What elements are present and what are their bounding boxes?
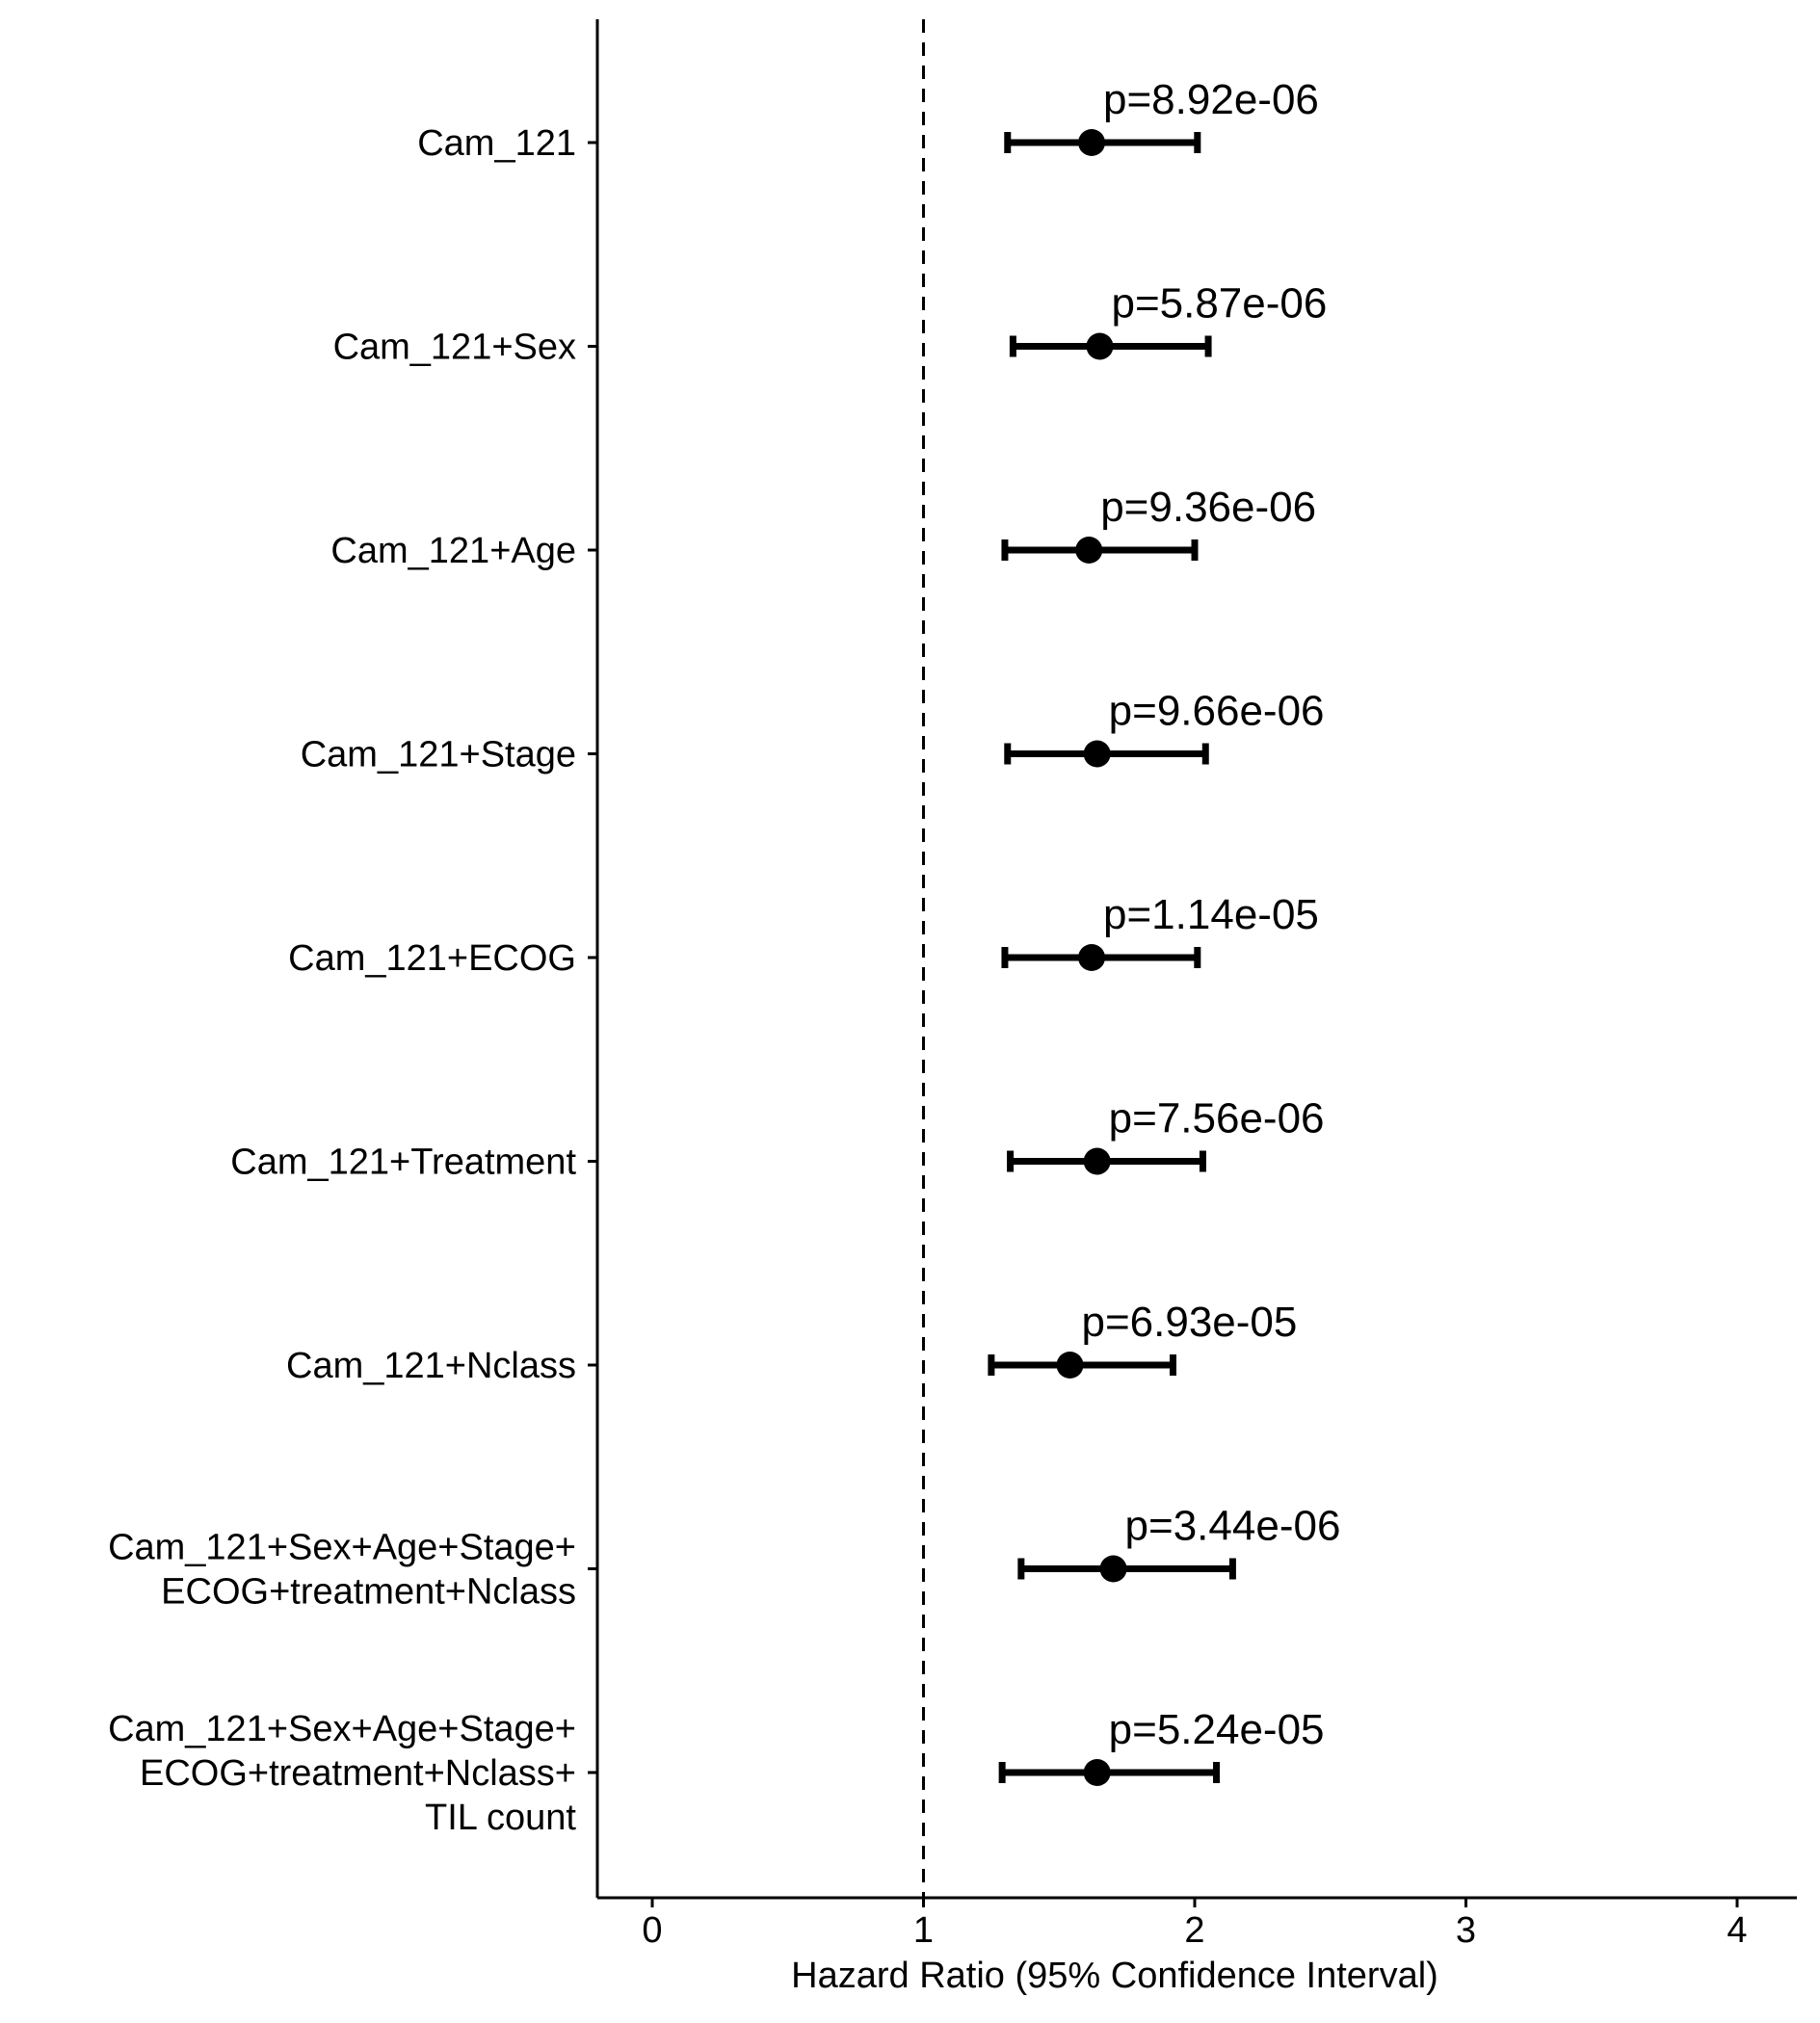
x-axis-title: Hazard Ratio (95% Confidence Interval) [791,1956,1438,1996]
forest-row: Cam_121+Stage p=9.66e-06 [301,688,1325,775]
p-value-label: p=6.93e-05 [1082,1299,1298,1346]
row-label: Cam_121+Age [330,531,576,571]
x-ticks-layer: 0 1 2 3 4 [642,1898,1748,1951]
p-value-label: p=8.92e-06 [1103,76,1319,123]
row-label: Cam_121 [417,123,576,164]
p-value-label: p=9.36e-06 [1100,484,1316,531]
forest-row: Cam_121+Nclass p=6.93e-05 [286,1299,1297,1386]
hr-point [1056,1352,1084,1379]
hr-point [1078,944,1106,971]
rows-layer: Cam_121p=8.92e-06Cam_121+Sexp=5.87e-06Ca… [108,76,1340,1838]
forest-row: Cam_121+Sex+Age+Stage+ECOG+treatment+Ncl… [108,1706,1324,1838]
hr-point [1083,1147,1111,1175]
row-label: Cam_121+Sex+Age+Stage+ [108,1709,576,1749]
row-label: Cam_121+Nclass [286,1346,576,1386]
forest-row: Cam_121+ECOG p=1.14e-05 [288,891,1319,979]
p-value-label: p=5.24e-05 [1109,1706,1325,1753]
x-tick-label: 4 [1727,1910,1747,1951]
p-value-label: p=7.56e-06 [1109,1095,1325,1143]
p-value-label: p=1.14e-05 [1103,891,1319,938]
hr-point [1083,740,1111,768]
row-label: ECOG+treatment+Nclass [161,1572,576,1613]
x-tick-label: 3 [1456,1910,1476,1951]
forest-row: Cam_121+Sex p=5.87e-06 [333,280,1328,368]
x-tick-label: 0 [642,1910,662,1951]
hr-point [1075,537,1103,564]
forest-row: Cam_121+Age p=9.36e-06 [330,484,1316,571]
p-value-label: p=9.66e-06 [1109,688,1325,735]
row-label: Cam_121+Sex+Age+Stage+ [108,1528,576,1568]
forest-row: Cam_121+Sex+Age+Stage+ECOG+treatment+Ncl… [108,1503,1340,1613]
row-label: ECOG+treatment+Nclass+ [140,1753,576,1794]
x-tick-label: 2 [1184,1910,1204,1951]
p-value-label: p=5.87e-06 [1111,280,1327,328]
hr-point [1083,1759,1111,1786]
row-label: Cam_121+Sex [333,328,576,368]
row-label: Cam_121+ECOG [288,938,576,979]
hr-point [1086,332,1114,360]
p-value-label: p=3.44e-06 [1125,1503,1341,1550]
row-label: Cam_121+Stage [301,735,576,775]
hr-point [1099,1555,1127,1583]
x-tick-label: 1 [913,1910,934,1951]
hr-point [1078,129,1106,156]
forest-row: Cam_121+Treatment p=7.56e-06 [230,1095,1324,1183]
forest-row: Cam_121 p=8.92e-06 [417,76,1319,164]
row-label: Cam_121+Treatment [230,1143,576,1183]
row-label: TIL count [425,1798,576,1838]
